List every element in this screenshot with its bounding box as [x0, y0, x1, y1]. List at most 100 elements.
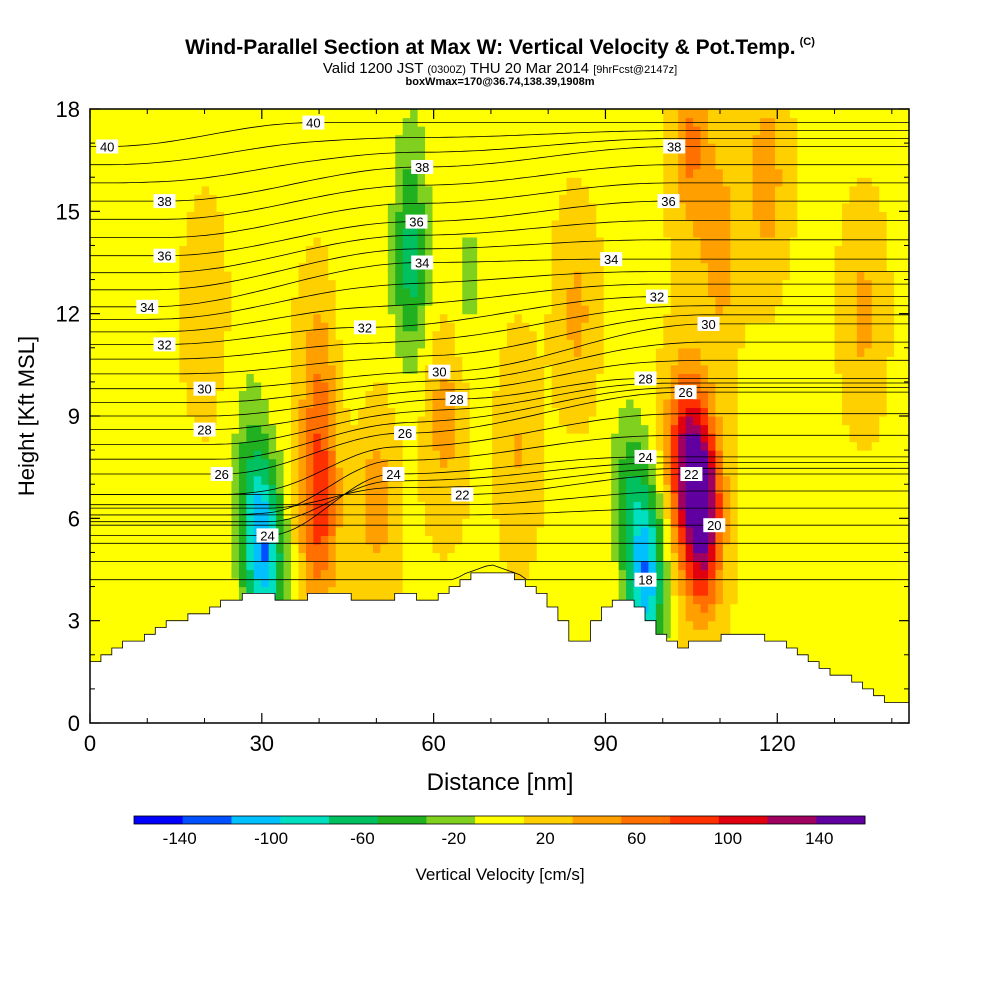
velocity-cell — [298, 552, 307, 562]
velocity-cell — [410, 305, 419, 315]
velocity-cell — [90, 458, 99, 468]
velocity-cell — [536, 168, 545, 178]
velocity-cell — [335, 143, 344, 153]
velocity-cell — [566, 126, 575, 136]
velocity-cell — [149, 450, 158, 460]
velocity-cell — [402, 253, 411, 264]
velocity-cell — [365, 441, 374, 451]
velocity-cell — [573, 424, 582, 434]
velocity-cell — [573, 279, 582, 289]
velocity-cell — [499, 245, 508, 255]
velocity-cell — [410, 560, 419, 571]
velocity-cell — [97, 356, 106, 366]
velocity-cell — [372, 518, 381, 528]
velocity-cell — [209, 322, 218, 332]
velocity-cell — [544, 595, 553, 605]
velocity-cell — [268, 560, 277, 571]
velocity-cell — [112, 441, 121, 451]
velocity-cell — [261, 168, 270, 178]
velocity-cell — [171, 253, 180, 264]
velocity-cell — [544, 586, 553, 596]
velocity-cell — [395, 262, 404, 272]
velocity-cell — [194, 168, 203, 178]
velocity-cell — [551, 117, 560, 127]
velocity-cell — [253, 407, 262, 417]
velocity-cell — [551, 151, 560, 161]
velocity-cell — [477, 236, 486, 247]
velocity-cell — [410, 390, 419, 400]
velocity-cell — [179, 518, 188, 528]
velocity-cell — [268, 586, 277, 596]
velocity-cell — [149, 407, 158, 417]
velocity-cell — [157, 578, 166, 588]
velocity-cell — [350, 364, 359, 374]
velocity-cell — [462, 373, 471, 383]
velocity-cell — [298, 253, 307, 264]
velocity-cell — [283, 501, 292, 511]
velocity-cell — [231, 560, 240, 571]
velocity-cell — [224, 407, 233, 417]
velocity-cell — [380, 185, 389, 195]
velocity-cell — [447, 433, 456, 443]
velocity-cell — [194, 313, 203, 323]
velocity-cell — [551, 168, 560, 178]
velocity-cell — [231, 501, 240, 511]
velocity-cell — [112, 492, 121, 502]
velocity-cell — [238, 492, 247, 502]
velocity-cell — [410, 271, 419, 281]
velocity-cell — [462, 185, 471, 195]
velocity-cell — [596, 219, 605, 229]
velocity-cell — [350, 109, 359, 119]
velocity-cell — [209, 560, 218, 571]
velocity-cell — [97, 177, 106, 187]
valid-utc: (0300Z) — [427, 64, 466, 76]
velocity-cell — [335, 381, 344, 392]
velocity-cell — [462, 450, 471, 460]
velocity-cell — [157, 271, 166, 281]
velocity-cell — [566, 518, 575, 528]
velocity-cell — [365, 578, 374, 588]
velocity-cell — [514, 518, 523, 528]
velocity-cell — [469, 109, 478, 119]
velocity-cell — [194, 305, 203, 315]
velocity-cell — [104, 305, 113, 315]
velocity-cell — [499, 458, 508, 468]
velocity-cell — [380, 211, 389, 221]
velocity-cell — [492, 339, 501, 349]
velocity-cell — [358, 296, 367, 306]
velocity-cell — [432, 151, 441, 161]
velocity-cell — [469, 296, 478, 306]
velocity-cell — [432, 501, 441, 511]
velocity-cell — [447, 501, 456, 511]
velocity-cell — [514, 347, 523, 357]
velocity-cell — [566, 509, 575, 519]
velocity-cell — [328, 475, 337, 485]
velocity-cell — [514, 322, 523, 332]
velocity-cell — [566, 364, 575, 374]
velocity-cell — [484, 279, 493, 289]
velocity-cell — [462, 228, 471, 238]
velocity-cell — [454, 168, 463, 178]
velocity-cell — [134, 271, 143, 281]
velocity-cell — [179, 416, 188, 426]
velocity-cell — [596, 228, 605, 238]
velocity-cell — [246, 501, 255, 511]
velocity-cell — [164, 578, 173, 588]
velocity-cell — [559, 586, 568, 596]
velocity-cell — [588, 467, 597, 477]
velocity-cell — [171, 185, 180, 195]
velocity-cell — [119, 381, 128, 392]
velocity-cell — [201, 398, 210, 409]
velocity-cell — [164, 501, 173, 511]
velocity-cell — [127, 211, 136, 221]
velocity-cell — [402, 364, 411, 374]
velocity-cell — [432, 211, 441, 221]
velocity-cell — [305, 271, 314, 281]
velocity-cell — [268, 330, 277, 340]
velocity-cell — [171, 578, 180, 588]
velocity-cell — [484, 501, 493, 511]
velocity-cell — [261, 185, 270, 195]
velocity-cell — [432, 578, 441, 588]
velocity-cell — [536, 322, 545, 332]
velocity-cell — [559, 109, 568, 119]
